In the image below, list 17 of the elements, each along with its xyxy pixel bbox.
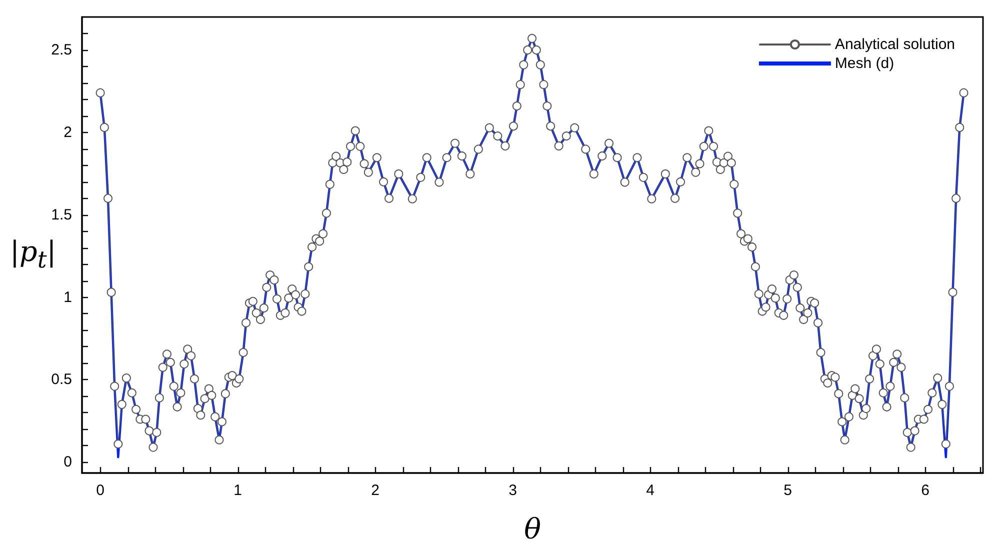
y-axis-title: |p$_{t}$| — [10, 235, 56, 274]
y-tick-label: 2.5 — [51, 41, 72, 58]
x-tick-label: 1 — [234, 482, 242, 499]
x-tick-label: 4 — [646, 482, 654, 499]
x-tick-label: 0 — [96, 482, 104, 499]
legend-label: Mesh (d) — [834, 55, 894, 72]
x-tick-label: 2 — [371, 482, 380, 499]
x-tick-label: 3 — [508, 482, 517, 499]
x-axis-title: θ — [524, 512, 542, 546]
y-tick-label: 0.5 — [51, 371, 72, 388]
y-tick-label: 0 — [64, 454, 72, 471]
y-tick-label: 1 — [64, 288, 72, 306]
x-tick-label: 5 — [784, 482, 792, 499]
legend-label: Analytical solution — [834, 36, 956, 53]
x-tick-label: 6 — [921, 482, 930, 499]
y-tick-label: 1.5 — [51, 206, 72, 224]
y-tick-label: 2 — [64, 124, 72, 141]
